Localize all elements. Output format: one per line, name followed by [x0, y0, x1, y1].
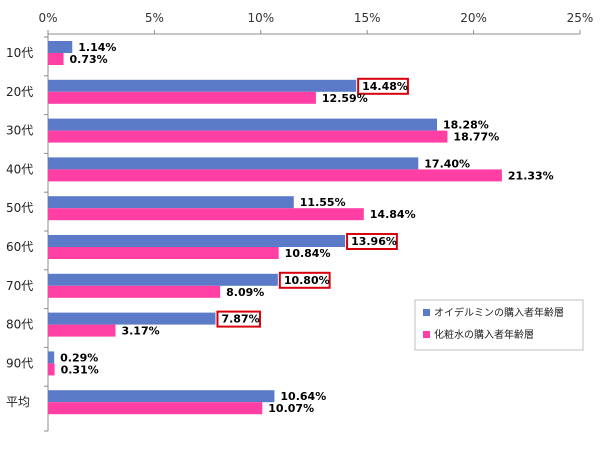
value-label-series-1: 14.48%	[362, 80, 408, 93]
value-label-series-2: 0.73%	[70, 53, 108, 66]
value-label-series-2: 0.31%	[61, 363, 99, 376]
category-label: 70代	[6, 279, 33, 293]
category-label: 10代	[6, 46, 33, 60]
x-tick-label: 20%	[460, 11, 487, 25]
bars-layer	[48, 41, 502, 415]
category-label: 40代	[6, 162, 33, 176]
bar-series-1	[48, 351, 55, 364]
legend-box	[414, 299, 584, 351]
bar-series-1	[48, 390, 275, 403]
bar-series-1	[48, 273, 278, 286]
value-label-series-1: 7.87%	[221, 313, 259, 326]
axis-layer: 0% 5% 10% 15% 20% 25% 10代 20代 30代 40代 50代 60代 70代 80代…	[6, 11, 594, 432]
category-label: 30代	[6, 124, 33, 138]
value-label-series-2: 12.59%	[322, 92, 368, 105]
bar-series-2	[48, 208, 364, 221]
highlight-box	[216, 310, 261, 328]
bar-series-1	[48, 157, 419, 170]
bar-series-2	[48, 247, 279, 259]
bar-series-2	[48, 324, 116, 337]
bar-series-1	[48, 235, 346, 247]
legend-label-series-1: オイデルミンの購入者年齢層	[434, 306, 564, 319]
legend-swatch-series-1	[423, 309, 430, 316]
category-label: 50代	[6, 201, 33, 215]
category-label: 80代	[6, 318, 33, 332]
legend-swatch-series-2	[423, 331, 430, 338]
bar-series-2	[48, 169, 502, 182]
legend: オイデルミンの購入者年齢層 化粧水の購入者年齢層	[414, 299, 584, 351]
category-label: 90代	[6, 356, 33, 370]
highlight-box	[346, 233, 398, 250]
category-label: 60代	[6, 240, 33, 254]
value-label-series-2: 14.84%	[370, 208, 416, 221]
value-label-series-1: 10.80%	[284, 274, 330, 287]
value-label-series-2: 10.07%	[268, 402, 314, 415]
value-label-series-1: 0.29%	[60, 351, 98, 364]
category-label: 平均	[6, 395, 30, 409]
value-label-series-1: 1.14%	[78, 41, 116, 54]
bar-series-1	[48, 312, 216, 325]
value-label-series-2: 10.84%	[285, 247, 331, 260]
bar-series-1	[48, 41, 73, 53]
bar-series-2	[48, 363, 55, 376]
value-label-series-1: 18.28%	[443, 119, 489, 132]
x-tick-label: 15%	[354, 11, 381, 25]
value-label-series-2: 3.17%	[121, 325, 159, 338]
bar-series-2	[48, 402, 263, 415]
value-label-series-1: 10.64%	[280, 390, 326, 403]
bar-series-2	[48, 130, 448, 143]
highlight-box	[357, 77, 409, 95]
bar-series-1	[48, 118, 437, 131]
bar-series-1	[48, 196, 294, 209]
highlight-box	[278, 271, 331, 289]
bar-series-2	[48, 285, 221, 298]
value-label-series-2: 21.33%	[508, 169, 554, 182]
x-tick-label: 0%	[38, 11, 57, 25]
x-tick-label: 10%	[247, 11, 274, 25]
x-tick-label: 5%	[145, 11, 164, 25]
bar-series-2	[48, 53, 64, 65]
value-label-series-2: 18.77%	[453, 131, 499, 144]
x-tick-label: 25%	[567, 11, 594, 25]
category-label: 20代	[6, 85, 33, 99]
value-label-series-1: 11.55%	[300, 196, 346, 209]
value-label-series-1: 13.96%	[351, 235, 397, 248]
value-labels-layer: 1.14% 14.48% 18.28% 17.40% 11.55% 13.96% 10.80…	[60, 41, 554, 415]
legend-label-series-2: 化粧水の購入者年齢層	[434, 328, 534, 341]
bar-series-2	[48, 91, 316, 104]
bar-series-1	[48, 79, 357, 92]
value-label-series-1: 17.40%	[424, 157, 470, 170]
value-label-series-2: 8.09%	[226, 286, 264, 299]
